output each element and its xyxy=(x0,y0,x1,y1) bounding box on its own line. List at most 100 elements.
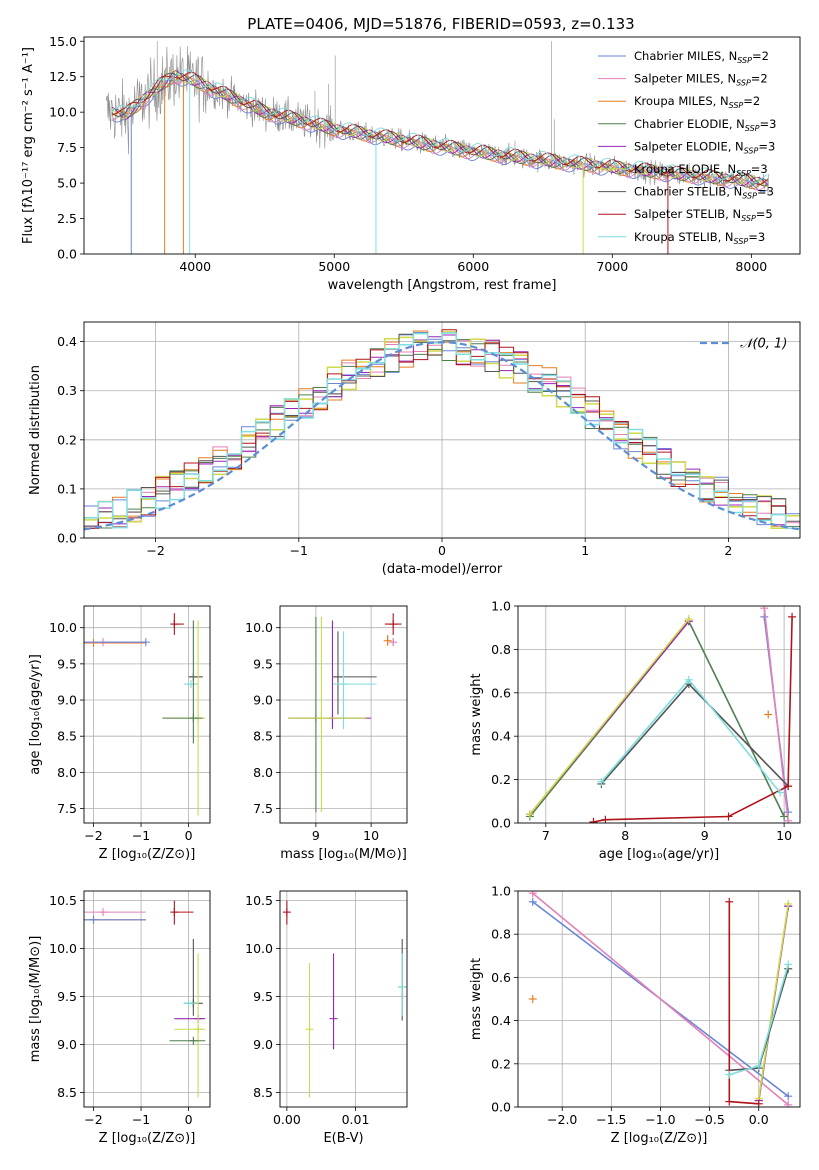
legend-label-sub: SSP xyxy=(741,214,756,223)
x-tick-label: 0 xyxy=(185,828,193,843)
x-tick-label: 0.01 xyxy=(342,1112,370,1127)
legend-label-text: Kroupa STELIB, N xyxy=(634,230,734,244)
x-axis-label: (data-model)/error xyxy=(382,562,503,577)
legend-label-sub: SSP xyxy=(729,101,744,110)
x-axis-label: age [log₁₀(age/yr)] xyxy=(599,847,720,862)
x-tick-label: −2 xyxy=(84,828,102,843)
legend-label-sub: SSP xyxy=(736,169,751,178)
legend-label-val: =3 xyxy=(758,139,775,153)
y-tick-label: 8.0 xyxy=(253,765,273,780)
legend-gaussian-label: 𝒩(0, 1) xyxy=(740,337,787,352)
axes-frame xyxy=(517,890,801,1108)
weight-line-salpeter_stelib xyxy=(593,616,793,823)
spectrum-panel: 4000 5000 6000 7000 8000 0.0 2.5 5.0 7.5 10.0 12.5… xyxy=(21,34,801,293)
x-tick-label: 5000 xyxy=(318,259,350,274)
legend-label-val: =3 xyxy=(751,162,768,176)
legend-label-sub: SSP xyxy=(737,56,752,65)
x-tick-label: 1 xyxy=(581,543,589,558)
legend-label-text: Kroupa MILES, N xyxy=(634,94,729,108)
y-tick-label: 5.0 xyxy=(57,176,77,191)
y-tick-label: 8.5 xyxy=(57,1085,77,1100)
x-tick-label: 0.0 xyxy=(749,1112,769,1127)
figure-title: PLATE=0406, MJD=51876, FIBERID=0593, z=0… xyxy=(247,15,634,33)
y-tick-label: 0.2 xyxy=(491,772,511,787)
residual-histogram-chabrier_stelib xyxy=(84,333,800,527)
y-tick-label: 10.0 xyxy=(49,620,77,635)
y-tick-label: 0.6 xyxy=(491,970,511,985)
axes-frame xyxy=(83,890,211,1108)
y-tick-label: 0.6 xyxy=(491,685,511,700)
weight-line-chabrier_stelib xyxy=(600,682,789,787)
mass_vs_ebv-plot-area xyxy=(280,891,407,1107)
residual-histogram-kroupa_stelib xyxy=(84,332,800,529)
axes-frame xyxy=(83,36,801,255)
legend-label-sub: SSP xyxy=(744,146,759,155)
y-tick-label: 7.5 xyxy=(57,140,77,155)
spectrum-plot-area xyxy=(105,41,770,254)
y-tick-label: 10.0 xyxy=(245,941,273,956)
legend-label-text: Chabrier MILES, N xyxy=(634,49,737,63)
y-tick-label: 0.4 xyxy=(57,334,77,349)
y-tick-label: 9.0 xyxy=(57,693,77,708)
legend-label: Chabrier ELODIE, NSSP=3 xyxy=(634,117,776,133)
age_vs_Z-plot-area xyxy=(84,606,210,823)
legend-label-sub: SSP xyxy=(736,79,751,88)
y-tick-label: 7.5 xyxy=(57,801,77,816)
y-tick-label: 0.8 xyxy=(491,642,511,657)
y-tick-label: 0.4 xyxy=(491,729,511,744)
weight-line-salpeter_miles xyxy=(763,608,789,821)
y-tick-label: 1.0 xyxy=(491,884,511,899)
model-spectrum-kroupa_elodie xyxy=(111,70,768,188)
mass_vs_ebv-panel: 0.00 0.01 8.5 9.0 9.5 10.0 10.5 E(B-V) xyxy=(245,890,408,1146)
model-spectrum-chabrier_stelib xyxy=(111,72,768,187)
legend-label-text: Kroupa ELODIE, N xyxy=(634,162,736,176)
weight-line-kroupa_elodie xyxy=(757,903,789,1099)
x-tick-label: −1 xyxy=(290,543,308,558)
axes-frame xyxy=(83,321,801,539)
y-tick-label: 9.5 xyxy=(253,989,273,1004)
y-tick-label: 0.3 xyxy=(57,383,77,398)
legend-label-text: Salpeter STELIB, N xyxy=(634,207,741,221)
legend-label-val: =5 xyxy=(756,207,773,221)
x-tick-label: 7 xyxy=(542,828,550,843)
x-axis-label: wavelength [Angstrom, rest frame] xyxy=(328,278,557,293)
x-tick-label: −1.0 xyxy=(645,1112,675,1127)
mass_vs_Z-plot-area xyxy=(84,891,210,1107)
y-tick-label: 8.5 xyxy=(253,729,273,744)
mass_vs_Z-grid xyxy=(84,891,210,1107)
x-tick-label: 9 xyxy=(312,828,320,843)
x-tick-label: −1.5 xyxy=(596,1112,626,1127)
y-tick-label: 0.2 xyxy=(57,432,77,447)
legend-label-val: =2 xyxy=(743,94,760,108)
gaussian-curve xyxy=(84,341,800,531)
x-tick-label: −2 xyxy=(146,543,164,558)
legend-label-val: =3 xyxy=(757,185,774,199)
x-axis-label: E(B-V) xyxy=(323,1131,363,1146)
y-tick-label: 8.0 xyxy=(57,765,77,780)
legend-label-text: Salpeter ELODIE, N xyxy=(634,139,744,153)
x-tick-label: 2 xyxy=(724,543,732,558)
age_vs_Z-panel: −2 −1 0 7.5 8.0 8.5 9.0 9.5 10.0 Z [log₁₀(Z/Z⊙)] a… xyxy=(28,605,211,862)
axes-frame xyxy=(279,890,408,1108)
y-tick-label: 7.5 xyxy=(253,801,273,816)
y-tick-label: 0.0 xyxy=(57,531,77,546)
x-tick-label: 4000 xyxy=(179,259,211,274)
y-tick-label: 0.0 xyxy=(57,247,77,262)
x-tick-label: 10 xyxy=(776,828,792,843)
legend-label-val: =3 xyxy=(760,117,777,131)
x-tick-label: 0.00 xyxy=(273,1112,301,1127)
legend-label: Kroupa MILES, NSSP=2 xyxy=(634,94,760,110)
mass_vs_ebv-grid xyxy=(280,891,407,1107)
x-axis-label: Z [log₁₀(Z/Z⊙)] xyxy=(99,1131,196,1146)
x-axis-label: Z [log₁₀(Z/Z⊙)] xyxy=(99,847,196,862)
age_vs_mass-panel: 9 10 7.5 8.0 8.5 9.0 9.5 10.0 mass [log₁₀(M/M⊙)] xyxy=(245,605,408,862)
y-tick-label: 10.0 xyxy=(245,620,273,635)
x-tick-label: 9 xyxy=(701,828,709,843)
residuals-plot-area xyxy=(84,322,800,538)
weight_vs_age-panel: 7 8 9 10 0.0 0.2 0.4 0.6 0.8 1.0 age [log₁₀(age/yr… xyxy=(469,599,801,862)
y-axis-label: Normed distribution xyxy=(28,365,43,495)
y-tick-label: 8.5 xyxy=(253,1085,273,1100)
age_vs_mass-plot-area xyxy=(280,606,407,823)
